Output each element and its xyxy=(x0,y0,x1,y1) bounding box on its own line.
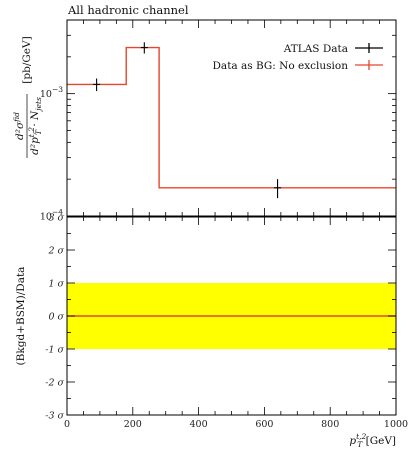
ratio-panel: 3 σ 2 σ 1 σ 0 σ -1 σ -2 σ -3 σ0 200 400 600 800 100… xyxy=(15,213,408,450)
main-y-tick-label: 10−3 xyxy=(40,85,63,100)
x-tick-label: 200 xyxy=(124,419,142,430)
ratio-y-tick-label: 2 σ xyxy=(47,246,64,257)
chart-title: All hadronic channel xyxy=(67,3,189,17)
data-point xyxy=(140,42,148,54)
ratio-y-tick-label: -2 σ xyxy=(45,378,64,389)
data-point xyxy=(274,179,282,199)
ratio-y-label-text: (Bkgd+BSM)/Data xyxy=(15,267,27,366)
main-y-tick-label: 10−4 xyxy=(40,208,63,223)
x-tick-label: 1000 xyxy=(384,419,408,430)
ratio-y-tick-label: 0 σ xyxy=(48,312,64,323)
x-tick-label: 0 xyxy=(64,419,70,430)
main-y-label-unit: [pb/GeV] xyxy=(21,36,33,83)
data-point xyxy=(93,78,101,92)
main-y-label-denominator: d²pt,2T · Njets xyxy=(27,97,43,155)
ratio-y-axis-label: (Bkgd+BSM)/Data xyxy=(15,267,27,366)
legend-entry-data: ATLAS Data xyxy=(283,43,383,55)
ratio-y-tick-label: -3 σ xyxy=(45,411,64,422)
ratio-y-tick-label: 1 σ xyxy=(48,279,64,290)
x-tick-label: 800 xyxy=(321,419,339,430)
main-y-label-numerator: d²σfid xyxy=(12,112,26,140)
ratio-y-tick-label: -1 σ xyxy=(45,345,64,356)
legend-entry-mc: Data as BG: No exclusion xyxy=(213,60,383,72)
x-tick-label: 400 xyxy=(190,419,208,430)
x-axis-label: pt,2 T [GeV] xyxy=(349,432,396,449)
x-tick-label: 600 xyxy=(255,419,273,430)
legend: ATLAS Data Data as BG: No exclusion xyxy=(213,43,383,72)
ratio-y-tick-label: 3 σ xyxy=(48,213,64,224)
x-axis-label-text: pt,2 T [GeV] xyxy=(349,432,396,449)
legend-label: ATLAS Data xyxy=(283,43,348,55)
legend-label: Data as BG: No exclusion xyxy=(213,60,349,72)
